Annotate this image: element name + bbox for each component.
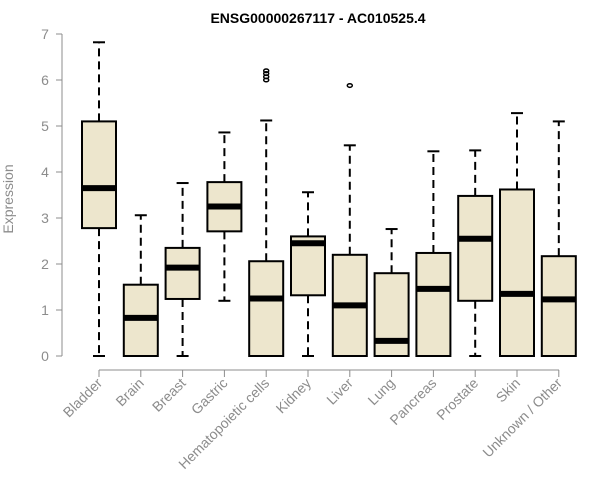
x-tick-label: Unknown / Other [479,375,565,461]
iqr-box [415,251,452,358]
y-axis-label: Expression [0,164,16,233]
iqr-box [540,255,577,357]
x-tick-label: Skin [493,375,524,406]
box-pancreas [415,150,452,358]
box-skin [499,112,535,357]
y-tick-label: 6 [41,72,49,88]
box-liver [331,82,368,357]
x-tick-label: Prostate [433,375,481,423]
x-tick-label: Liver [323,375,356,408]
x-tick-label: Breast [149,375,189,415]
x-tick-label: Brain [112,375,146,409]
box-unknown-other [540,120,577,357]
iqr-box [499,188,535,357]
x-tick-label: Lung [364,375,397,408]
outlier-point [262,68,270,74]
box-kidney [290,191,326,357]
box-gastric [206,131,243,302]
y-tick-label: 1 [41,302,49,318]
box-lung [373,228,410,358]
box-breast [164,182,201,357]
y-tick-label: 2 [41,256,49,272]
box-hematopoietic-cells [248,68,285,357]
iqr-box [81,120,117,230]
box-prostate [457,149,494,357]
x-tick-label: Bladder [60,375,106,421]
box-series [81,41,577,358]
iqr-box [248,260,285,357]
box-bladder [81,41,117,357]
outlier-point [346,82,354,89]
y-tick-label: 0 [41,348,49,364]
y-tick-label: 7 [41,26,49,42]
y-tick-label: 4 [41,164,49,180]
box-brain [122,214,159,358]
y-tick-label: 5 [41,118,49,134]
x-tick-label: Kidney [273,375,315,417]
iqr-box [457,194,494,302]
outlier-point [262,71,270,77]
y-ticks: 0 1 2 3 4 5 6 7 [41,26,62,364]
y-tick-label: 3 [41,210,49,226]
iqr-box [164,246,201,300]
chart-title: ENSG00000267117 - AC010525.4 [210,10,425,26]
